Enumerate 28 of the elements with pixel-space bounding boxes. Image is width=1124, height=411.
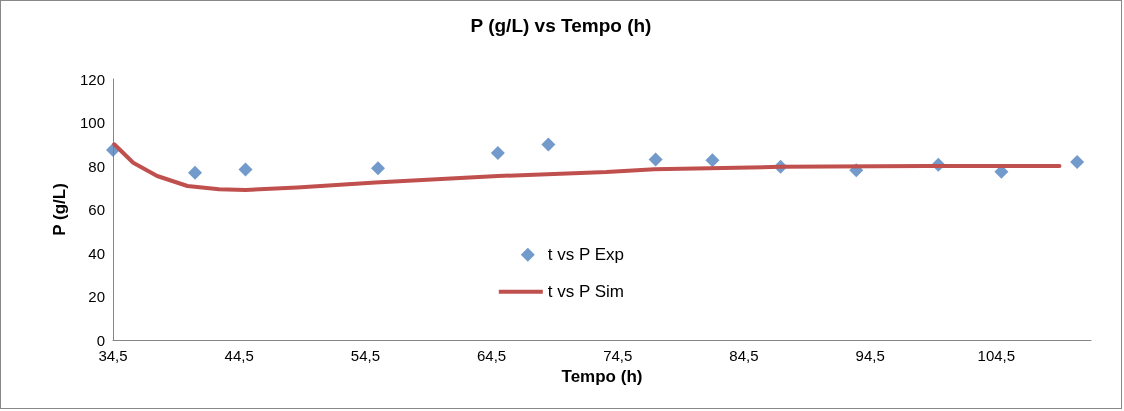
y-tick-label: 80 — [88, 157, 105, 175]
y-tick-label: 100 — [79, 114, 105, 131]
point — [371, 161, 386, 176]
legend-label: t vs P Exp — [547, 245, 625, 265]
y-tick-label: 0 — [96, 331, 105, 349]
x-tick-label: 44,5 — [224, 347, 254, 364]
x-tick-label: 54,5 — [350, 347, 380, 364]
x-tick-label: 104,5 — [977, 347, 1016, 364]
y-tick-label: 20 — [88, 288, 105, 305]
point — [238, 162, 253, 177]
x-tick-label: 64,5 — [476, 347, 507, 364]
x-axis-title: Tempo (h) — [561, 367, 643, 386]
x-tick-label: 84,5 — [729, 347, 759, 364]
chart-title: P (g/L) vs Tempo (h) — [470, 15, 652, 36]
y-tick-label: 40 — [88, 244, 105, 262]
y-tick-label: 60 — [88, 201, 105, 218]
point — [490, 145, 505, 160]
x-tick-label: 34,5 — [98, 347, 128, 364]
x-tick-label: 74,5 — [603, 347, 633, 364]
legend-label: t vs P Sim — [547, 282, 624, 302]
y-tick-label: 120 — [79, 70, 105, 88]
point — [648, 152, 663, 167]
point — [705, 153, 720, 168]
point — [1070, 155, 1085, 170]
point — [188, 165, 203, 180]
x-tick-label: 94,5 — [855, 347, 885, 364]
point — [541, 137, 556, 152]
y-axis-title: P (g/L) — [50, 183, 69, 236]
